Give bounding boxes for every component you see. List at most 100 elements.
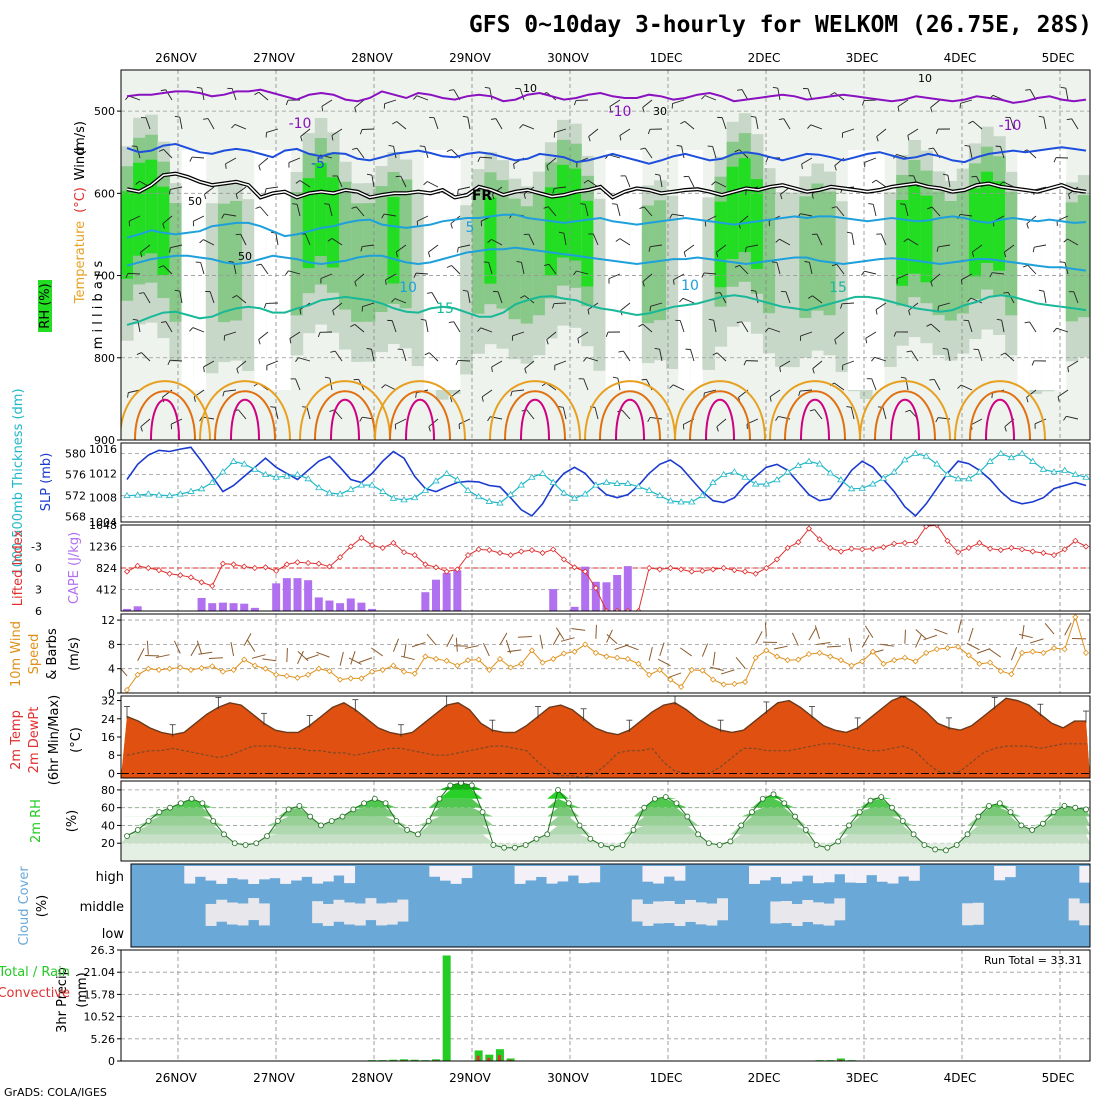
thickness-point xyxy=(357,481,366,488)
rh-legend-swatch xyxy=(38,280,52,332)
wind-barb xyxy=(690,349,695,362)
date-label-top: 27NOV xyxy=(253,51,295,65)
rh-band-low xyxy=(411,190,425,367)
rh-band-mid xyxy=(944,200,958,321)
rh-band-high xyxy=(920,195,934,283)
wind-barb-flag xyxy=(222,391,225,397)
wind-barb xyxy=(960,213,973,217)
rh-band-dry xyxy=(847,150,861,390)
surface-wind-barb xyxy=(400,655,415,661)
wind-barb xyxy=(395,418,407,425)
wind-barb xyxy=(755,117,759,130)
wind-barb-flag xyxy=(543,206,549,209)
wind-barb-flag xyxy=(680,120,685,125)
thickness-point xyxy=(698,491,707,499)
wind-speed-point xyxy=(166,665,173,672)
wind-barb xyxy=(588,128,599,137)
wind-speed-point xyxy=(155,666,163,673)
cloud-high-clear xyxy=(578,866,590,884)
wind-barb xyxy=(625,175,631,188)
thickness-point xyxy=(1071,470,1080,477)
warm-isotherm xyxy=(389,390,451,440)
wind-speed-point xyxy=(923,649,930,656)
rh2m-point xyxy=(1039,820,1046,827)
wind-barb-flag xyxy=(809,409,815,412)
thickness-point xyxy=(474,492,483,500)
wind-speed-point xyxy=(1040,649,1047,656)
rh2m-point xyxy=(501,844,508,851)
wind-barb xyxy=(834,331,845,340)
surface-wind-barb xyxy=(904,629,906,644)
wind-barb xyxy=(433,117,439,130)
date-label-bottom: 4DEC xyxy=(944,1071,977,1085)
lifted-index-point xyxy=(305,559,312,567)
cloud-high-clear xyxy=(216,866,228,884)
rh2m-point xyxy=(436,795,443,802)
wind-barb-flag xyxy=(712,352,718,356)
rh-band-high xyxy=(750,179,764,269)
cloud-high-clear xyxy=(567,866,579,876)
wind-barb xyxy=(467,117,471,130)
surface-wind-barb xyxy=(392,638,400,652)
lifted-index-point xyxy=(422,561,429,568)
surface-wind-barb xyxy=(190,643,199,657)
wind-barb xyxy=(467,291,471,304)
wind-barb-flag xyxy=(926,323,932,327)
wind-barb xyxy=(1073,291,1079,304)
wind-barb-flag xyxy=(477,327,482,332)
lifted-index-point xyxy=(805,525,813,532)
rh2m-point xyxy=(975,813,982,820)
wind-barb-flag xyxy=(167,360,171,365)
rh2m-point xyxy=(285,806,292,813)
cape-bar xyxy=(272,583,281,611)
cloud-high-clear xyxy=(205,866,217,881)
thickness-point xyxy=(645,486,653,493)
wind-barb xyxy=(617,378,621,391)
wind-speed-point xyxy=(1029,648,1036,655)
cloud-middle-clear xyxy=(631,899,643,922)
wind-barb xyxy=(519,88,525,101)
rh-band-high xyxy=(314,163,328,256)
rh2m-point xyxy=(339,813,346,820)
surface-wind-barb xyxy=(659,642,665,657)
precip-tick-label: 15.78 xyxy=(84,988,116,1001)
cloud-middle-clear xyxy=(706,903,718,926)
wind-barb xyxy=(458,244,471,248)
wind-barb xyxy=(741,89,749,101)
thickness-point xyxy=(506,490,515,498)
surface-wind-barb xyxy=(507,649,522,653)
wind-speed-point xyxy=(1008,671,1015,678)
lifted-index-point xyxy=(262,564,269,571)
wind-barb-flag xyxy=(169,247,171,253)
wind-barb-flag xyxy=(446,149,452,153)
wind-barb-flag xyxy=(871,356,875,362)
rh2m-tick-label: 20 xyxy=(101,837,115,850)
wind-barb-flag xyxy=(420,318,426,321)
cloud-axis-labels: high middle low Cloud Cover (%) xyxy=(17,866,124,946)
cloud-high-clear xyxy=(429,866,441,877)
wind-barb-flag xyxy=(587,309,590,315)
surface-wind-barb xyxy=(251,654,266,659)
surface-wind-barb xyxy=(370,647,384,657)
warm-isotherm xyxy=(150,398,180,440)
wind-speed-point xyxy=(187,666,194,673)
wind-barb xyxy=(458,186,471,191)
wind-speed-point xyxy=(134,671,141,678)
thickness-point xyxy=(368,481,376,488)
wind-barb xyxy=(458,418,471,425)
wind-barb xyxy=(938,244,951,248)
wind-speed-point xyxy=(464,657,472,664)
precip-tick-label: 21.04 xyxy=(84,966,116,979)
lifted-index-point xyxy=(1050,552,1058,559)
wind-speed-point xyxy=(294,674,301,681)
rh-band-mid xyxy=(399,179,413,309)
cloud-high-clear xyxy=(312,866,324,884)
wind-speed-point xyxy=(230,666,237,673)
wind-barb-flag xyxy=(236,368,239,374)
thickness-point xyxy=(1039,465,1048,472)
cloud-high-clear xyxy=(450,866,462,884)
temperature-mask xyxy=(121,696,1090,735)
surface-wind-barb xyxy=(957,619,962,633)
wind-barb-flag xyxy=(900,376,906,379)
wind-barb xyxy=(127,272,141,275)
